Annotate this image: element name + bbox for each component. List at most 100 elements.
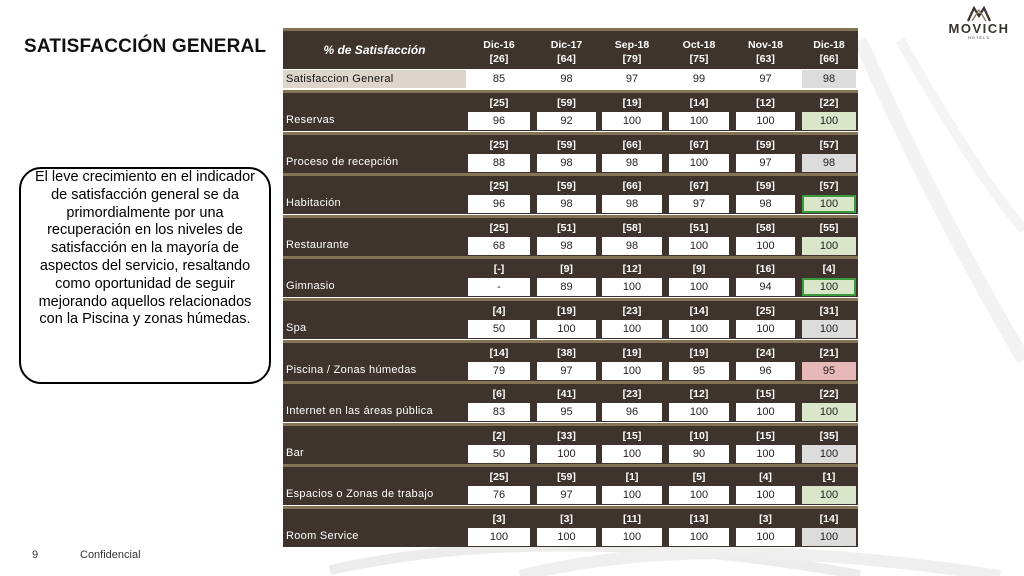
sample-size-cell: [22]: [819, 97, 839, 109]
sample-size-cell: [14]: [689, 305, 709, 317]
row-label: Spa: [286, 322, 307, 334]
sample-size-cell: [58]: [622, 221, 642, 234]
sample-size-cell: [12]: [689, 388, 709, 401]
sample-size-cell: [14]: [689, 97, 709, 109]
sample-size-cell: [24]: [756, 346, 775, 359]
confidential-label: Confidencial: [80, 549, 141, 561]
value-cell: 96: [602, 403, 662, 422]
row-label: Espacios o Zonas de trabajo: [286, 488, 434, 501]
period-sample-size: [64]: [557, 53, 576, 65]
value-cell: 97: [537, 486, 596, 505]
value-cell: 98: [602, 195, 662, 214]
sample-size-cell: [19]: [622, 97, 642, 109]
period-name: Sep-18: [614, 39, 650, 51]
value-cell: 100: [802, 403, 856, 422]
sample-size-cell: [66]: [622, 138, 642, 151]
value-cell: 100: [537, 528, 596, 546]
value-cell: 88: [468, 153, 530, 172]
row-strip: [283, 256, 858, 260]
callout-text: El leve crecimiento en el indicador de s…: [34, 169, 256, 328]
row-label: Gimnasio: [286, 280, 335, 293]
sample-size-cell: [33]: [557, 429, 576, 442]
sample-size-cell: [3]: [560, 513, 573, 525]
value-cell: 98: [736, 195, 795, 214]
sample-size-cell: [15]: [756, 388, 775, 401]
sample-size-cell: [22]: [819, 388, 839, 401]
sample-size-cell: [12]: [756, 97, 775, 109]
sample-size-cell: [25]: [489, 138, 509, 151]
period-sample-size: [63]: [756, 53, 775, 65]
value-cell: 100: [802, 486, 856, 505]
row-strip: [283, 90, 858, 93]
value-cell: 100: [669, 112, 729, 130]
sample-size-cell: [38]: [557, 346, 576, 359]
row-strip: [283, 381, 858, 385]
value-cell: 96: [468, 195, 530, 214]
value-cell: 98: [537, 195, 596, 214]
value-cell: 90: [669, 444, 729, 463]
value-cell: 100: [537, 444, 596, 463]
sample-size-cell: [15]: [622, 429, 642, 442]
value-cell: 98: [537, 236, 596, 255]
value-cell: 50: [468, 444, 530, 463]
value-cell: 100: [736, 528, 795, 546]
value-cell: 100: [669, 236, 729, 255]
value-cell: 100: [602, 361, 662, 380]
sample-size-cell: [25]: [489, 221, 509, 234]
value-cell: 97: [602, 70, 662, 88]
value-cell: 100: [669, 278, 729, 297]
value-cell: 94: [736, 278, 795, 297]
sample-size-cell: [9]: [692, 263, 706, 276]
value-cell: 98: [537, 70, 596, 88]
brand-logo: MOVICH HOTELS: [944, 6, 1014, 42]
sample-size-cell: [14]: [489, 346, 509, 359]
row-strip: [283, 506, 858, 509]
value-cell: 100: [602, 486, 662, 505]
value-cell: 100: [802, 195, 856, 214]
sample-size-cell: [59]: [557, 97, 576, 109]
sample-size-cell: [58]: [756, 221, 775, 234]
sample-size-cell: [51]: [689, 221, 709, 234]
sample-size-cell: [35]: [819, 429, 839, 442]
value-cell: 100: [602, 528, 662, 546]
value-cell: 98: [537, 153, 596, 172]
value-cell: 100: [669, 153, 729, 172]
sample-size-cell: [59]: [557, 138, 576, 151]
sample-size-cell: [3]: [759, 513, 772, 525]
value-cell: 96: [468, 112, 530, 130]
value-cell: 100: [736, 486, 795, 505]
value-cell: 79: [468, 361, 530, 380]
row-label: Restaurante: [286, 238, 350, 251]
sample-size-cell: [21]: [819, 346, 839, 359]
value-cell: 50: [468, 320, 530, 338]
value-cell: 97: [736, 153, 795, 172]
logo-mark-icon: [967, 6, 991, 22]
value-cell: 100: [669, 403, 729, 422]
value-cell: 99: [669, 70, 729, 88]
value-cell: 97: [537, 361, 596, 380]
period-name: Dic-17: [550, 39, 583, 51]
value-cell: 89: [537, 278, 596, 297]
sample-size-cell: [3]: [492, 513, 506, 525]
table-header-strip: [283, 28, 858, 31]
value-cell: 100: [802, 320, 856, 338]
row-strip: [283, 464, 858, 468]
value-cell: 98: [802, 70, 856, 88]
sample-size-cell: [67]: [689, 180, 709, 193]
period-sample-size: [66]: [819, 53, 839, 65]
sample-size-cell: [55]: [819, 221, 839, 234]
value-cell: 95: [537, 403, 596, 422]
value-cell: 76: [468, 486, 530, 505]
page-title: SATISFACCIÓN GENERAL: [24, 36, 267, 57]
table-header: [283, 31, 858, 69]
sample-size-cell: [59]: [756, 138, 775, 151]
row-label: Room Service: [286, 530, 359, 542]
sample-size-cell: [19]: [557, 305, 576, 317]
value-cell: 95: [802, 361, 856, 380]
sample-size-cell: [25]: [489, 180, 509, 193]
value-cell: 100: [736, 403, 795, 422]
sample-size-cell: [25]: [489, 471, 509, 484]
value-cell: -: [468, 278, 530, 297]
sample-size-cell: [15]: [756, 429, 775, 442]
row-strip: [283, 173, 858, 177]
